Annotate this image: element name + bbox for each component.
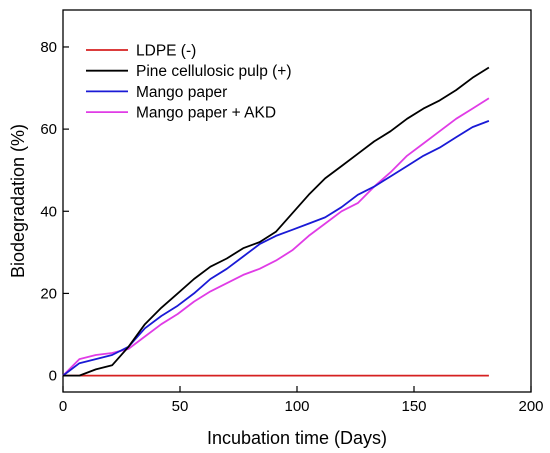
legend-label: LDPE (-) xyxy=(136,43,196,60)
y-tick-label: 20 xyxy=(40,285,57,302)
y-axis-title: Biodegradation (%) xyxy=(8,124,28,278)
y-tick-label: 60 xyxy=(40,121,57,138)
y-axis-ticks: 0 20 40 60 80 xyxy=(40,39,69,385)
x-tick-label: 0 xyxy=(59,398,67,415)
legend-label: Pine cellulosic pulp (+) xyxy=(136,63,292,80)
legend: LDPE (-) Pine cellulosic pulp (+) Mango pa… xyxy=(86,43,292,122)
x-axis-ticks: 0 50 100 150 200 xyxy=(59,386,544,415)
legend-label: Mango paper + AKD xyxy=(136,105,276,122)
x-tick-label: 100 xyxy=(284,398,309,415)
series-line-2 xyxy=(63,66,490,377)
plot-frame xyxy=(62,9,532,393)
x-tick-label: 200 xyxy=(518,398,543,415)
x-tick-label: 50 xyxy=(172,398,189,415)
series-layer xyxy=(62,66,490,377)
y-tick-label: 0 xyxy=(49,368,57,385)
series-line-4 xyxy=(62,97,490,377)
x-axis-title: Incubation time (Days) xyxy=(207,428,387,448)
x-tick-label: 150 xyxy=(401,398,426,415)
legend-label: Mango paper xyxy=(136,84,227,101)
y-tick-label: 40 xyxy=(40,203,57,220)
series-line-3 xyxy=(62,120,490,377)
y-tick-label: 80 xyxy=(40,39,57,56)
